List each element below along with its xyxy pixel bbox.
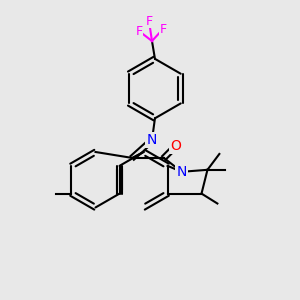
Text: N: N <box>176 165 187 179</box>
Text: F: F <box>136 25 143 38</box>
Text: F: F <box>159 22 167 36</box>
Text: O: O <box>170 139 181 153</box>
Text: N: N <box>147 133 157 147</box>
Text: F: F <box>146 15 153 28</box>
